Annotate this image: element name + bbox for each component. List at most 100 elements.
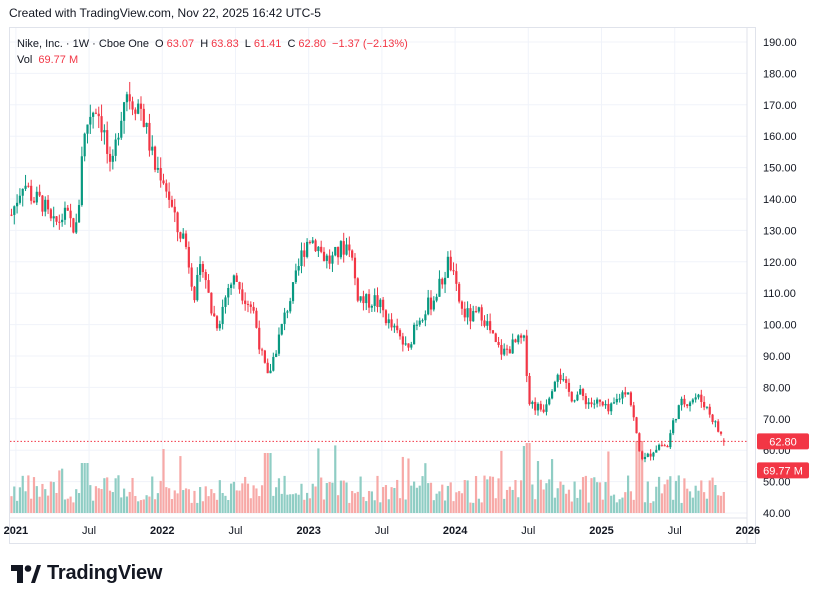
volume-bar	[655, 486, 658, 513]
candle-body	[469, 308, 472, 322]
volume-bar	[179, 456, 182, 513]
candle-body	[92, 112, 95, 117]
candle-body	[297, 266, 300, 271]
volume-bar	[224, 495, 227, 513]
candle-body	[103, 130, 106, 133]
candle-body	[719, 431, 723, 434]
candle-body	[227, 287, 230, 298]
volume-bar	[218, 480, 221, 513]
volume-bar	[27, 475, 30, 513]
candle-body	[258, 327, 261, 350]
volume-bar	[244, 476, 247, 513]
price-tick-label: 80.00	[763, 382, 791, 394]
candle-body	[148, 122, 151, 151]
candle-body	[618, 398, 621, 400]
volume-bar	[46, 495, 50, 513]
volume-bar	[638, 441, 641, 513]
candle-body	[193, 286, 196, 301]
candle-body	[106, 130, 109, 154]
candle-body	[646, 453, 649, 457]
volume-bar	[474, 476, 478, 513]
candle-body	[401, 336, 404, 345]
volume-bar	[641, 441, 644, 513]
candle-body	[94, 112, 98, 114]
candle-body	[576, 394, 579, 401]
candle-body	[128, 94, 131, 102]
volume-bar	[339, 480, 342, 513]
volume-bar	[190, 502, 193, 513]
volume-bar	[486, 479, 489, 513]
tradingview-logo[interactable]: TradingView	[11, 562, 162, 585]
volume-badge-label: 69.77 M	[763, 465, 803, 477]
volume-bar	[241, 483, 244, 513]
candle-body	[83, 133, 86, 157]
volume-bar	[229, 483, 233, 513]
candles	[10, 81, 725, 463]
volume-bar	[700, 480, 703, 513]
volume-badge	[757, 462, 809, 479]
candle-body	[359, 296, 362, 301]
candle-body	[221, 306, 224, 324]
candle-body	[345, 244, 348, 255]
volume-bar	[122, 488, 126, 513]
volume-bar	[435, 493, 438, 513]
volume-bar	[683, 478, 686, 513]
candle-body	[204, 272, 207, 281]
chart-frame[interactable]	[9, 27, 756, 544]
price-labels: 62.80 69.77 M	[10, 433, 809, 479]
volume-bar	[63, 499, 67, 513]
candle-body	[691, 399, 694, 403]
open-label: O	[155, 38, 164, 50]
volume-bar	[472, 502, 475, 513]
candle-body	[229, 284, 233, 288]
volume-value: 69.77 M	[38, 54, 79, 66]
candle-body	[581, 389, 585, 396]
candle-body	[322, 251, 326, 261]
volume-bar	[32, 477, 36, 513]
volume-bar	[376, 475, 379, 513]
candle-body	[320, 246, 323, 252]
candle-body	[429, 297, 433, 310]
candle-body	[491, 330, 495, 334]
candle-body	[210, 292, 213, 314]
candle-body	[700, 394, 703, 402]
candle-body	[125, 94, 129, 103]
candle-body	[717, 421, 720, 432]
volume-bar	[266, 453, 269, 513]
volume-bar	[131, 477, 134, 513]
candle-body	[607, 403, 610, 412]
volume-bar	[427, 483, 430, 513]
candle-body	[170, 199, 174, 207]
candle-body	[244, 300, 247, 304]
volume-bar	[505, 489, 509, 513]
price-tick-label: 170.00	[763, 100, 797, 112]
volume-bar	[252, 485, 255, 513]
volume-bar	[390, 487, 393, 513]
time-tick-label: Jul	[521, 525, 535, 537]
volume-bar	[263, 453, 266, 513]
candle-body	[201, 264, 205, 273]
volume-bar	[458, 491, 461, 513]
candle-body	[626, 392, 630, 395]
volume-bar	[514, 480, 517, 513]
candle-body	[15, 202, 19, 207]
volume-bar	[128, 491, 131, 513]
candle-body	[686, 404, 689, 407]
candle-body	[672, 420, 675, 434]
candle-body	[61, 219, 64, 223]
volume-bar	[590, 478, 593, 513]
volume-bar	[480, 502, 483, 513]
volume-bar	[528, 443, 531, 513]
candle-body	[122, 102, 126, 121]
candle-body	[466, 308, 469, 318]
candle-body	[348, 244, 351, 251]
candle-body	[694, 397, 697, 400]
volume-bar	[508, 486, 511, 513]
candle-body	[353, 257, 357, 279]
candle-body	[49, 209, 52, 219]
last-price-label: 62.80	[769, 436, 797, 448]
candle-body	[514, 339, 517, 343]
candle-body	[663, 445, 666, 447]
candle-body	[390, 319, 393, 328]
